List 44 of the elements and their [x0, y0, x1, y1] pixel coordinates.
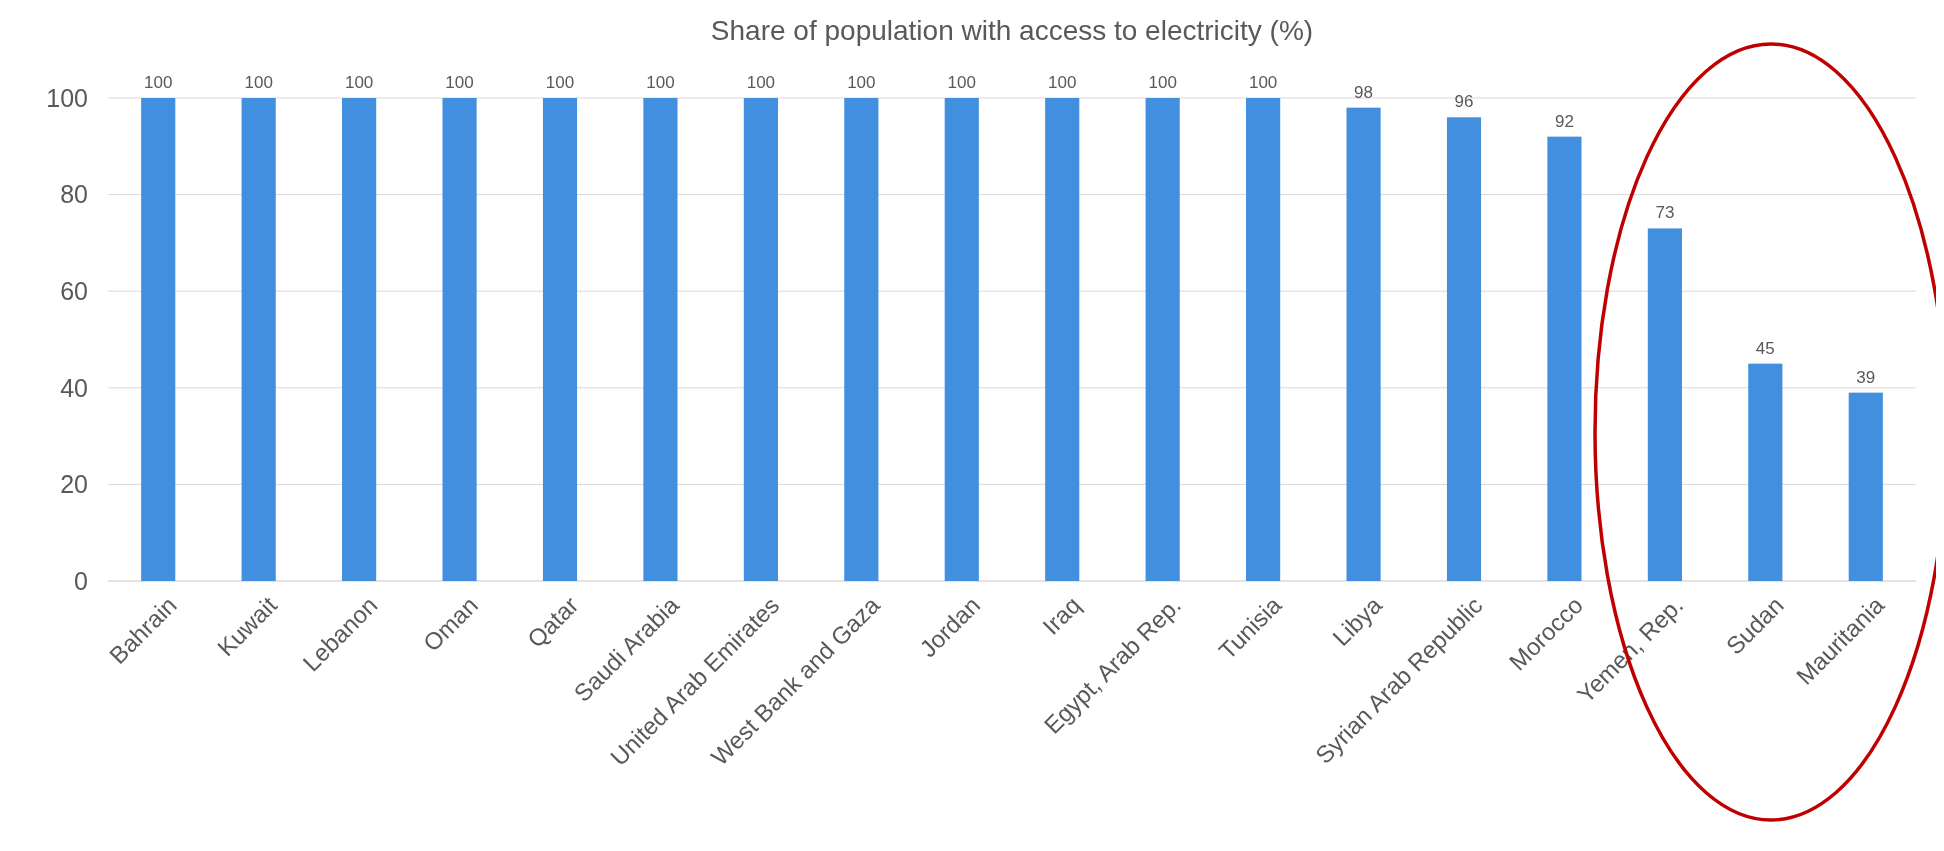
y-tick-label: 100	[46, 83, 88, 112]
data-label: 96	[1454, 92, 1474, 112]
data-label: 45	[1755, 338, 1775, 358]
bar	[1848, 392, 1883, 581]
data-label: 39	[1856, 367, 1876, 387]
bar	[643, 98, 678, 581]
bar	[241, 98, 276, 581]
y-tick-label: 60	[60, 276, 88, 305]
bar	[1346, 107, 1381, 581]
chart-title: Share of population with access to electricity (%)	[710, 15, 1314, 46]
data-label: 100	[244, 73, 273, 92]
bar	[1045, 98, 1080, 581]
bar	[1446, 117, 1482, 581]
data-label: 100	[144, 73, 173, 92]
bar	[743, 98, 778, 581]
data-label: 100	[947, 73, 976, 92]
data-label: 100	[1248, 73, 1278, 92]
bar	[944, 98, 979, 581]
y-tick-label: 80	[60, 180, 88, 209]
data-label: 100	[545, 73, 575, 92]
data-label: 73	[1655, 203, 1675, 223]
bar	[141, 98, 176, 581]
y-tick-label: 40	[60, 373, 88, 402]
x-tick-label: Iraq	[1037, 591, 1086, 640]
data-label: 100	[445, 73, 474, 92]
bar	[442, 98, 477, 581]
y-tick-label: 20	[60, 470, 88, 499]
data-label: 100	[746, 73, 776, 92]
data-label: 100	[344, 73, 374, 92]
data-label: 100	[847, 73, 876, 92]
bar	[542, 98, 578, 581]
bar	[342, 98, 377, 581]
bar	[1145, 98, 1180, 581]
bar	[1547, 136, 1582, 581]
bar	[1748, 363, 1783, 581]
data-label: 100	[1048, 73, 1077, 92]
data-label: 92	[1554, 111, 1574, 131]
data-label: 100	[1148, 73, 1177, 92]
y-tick-label: 0	[74, 566, 88, 595]
bar	[844, 98, 879, 581]
bar	[1647, 228, 1682, 581]
bar	[1246, 98, 1281, 581]
data-label: 100	[646, 73, 675, 92]
data-label: 98	[1354, 82, 1374, 102]
